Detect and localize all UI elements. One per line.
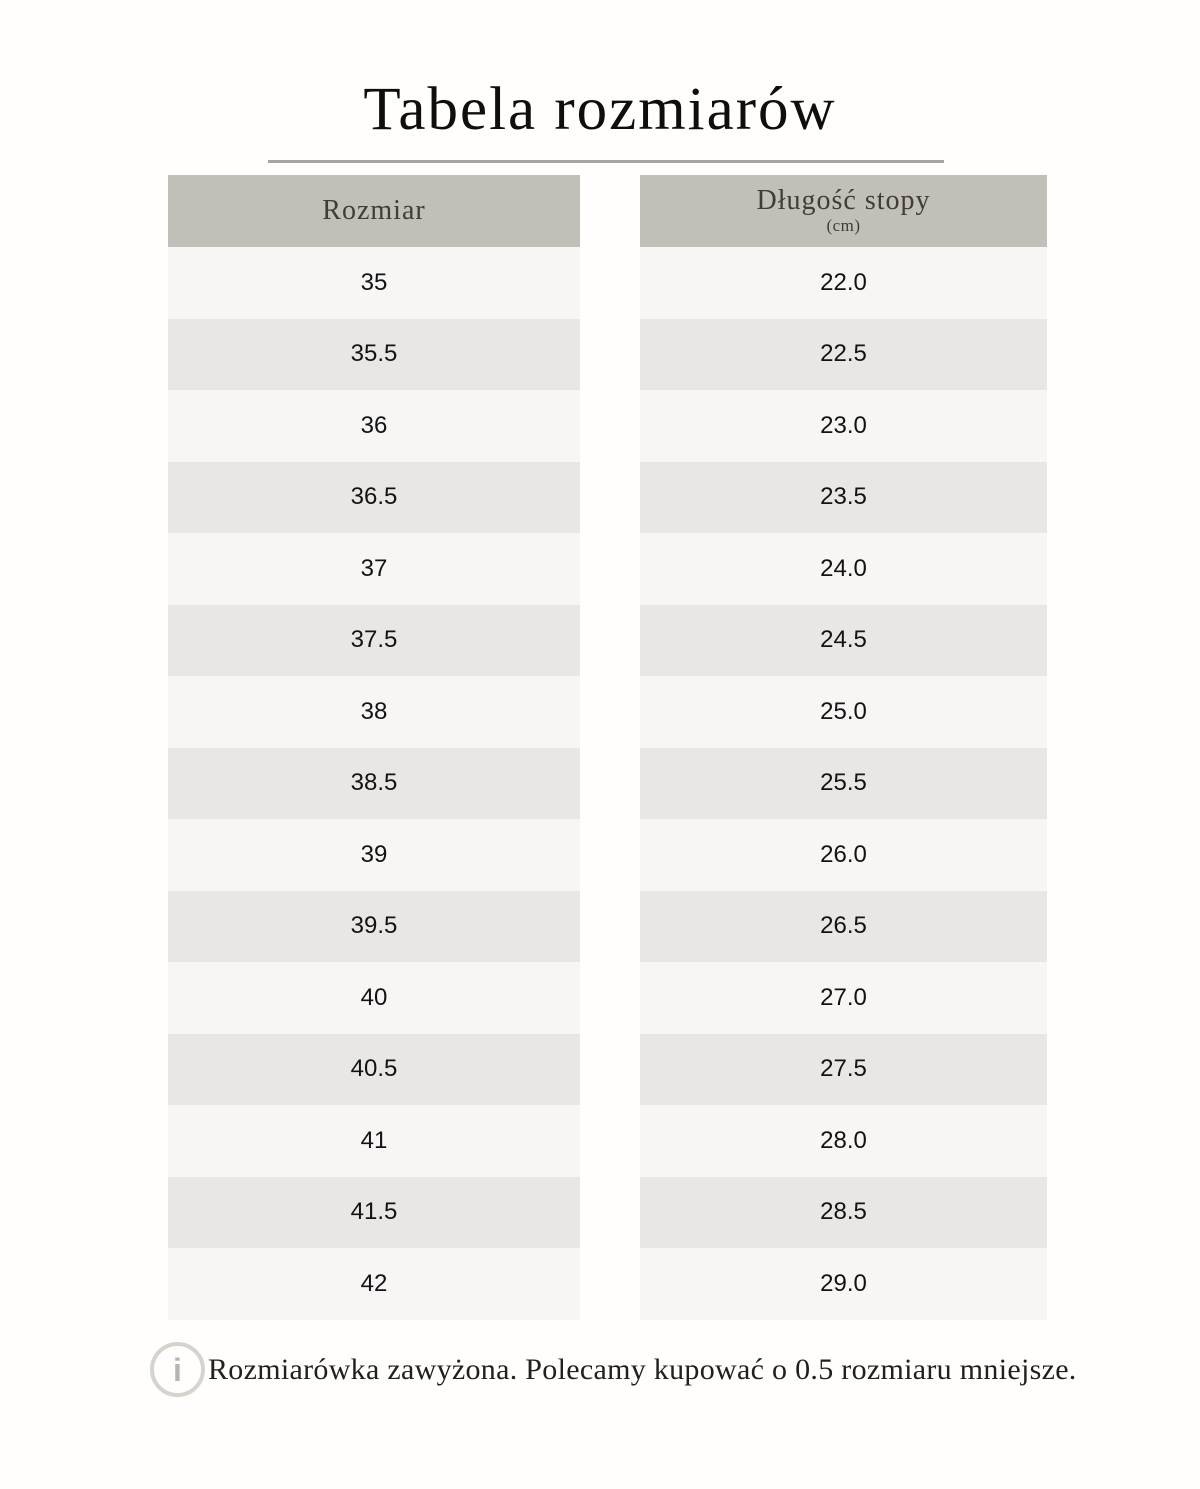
length-cell: 24.5 [640, 604, 1047, 676]
size-column-header: Rozmiar [168, 175, 580, 247]
title-underline [268, 160, 944, 163]
size-cell: 40.5 [168, 1033, 580, 1105]
size-cell: 41.5 [168, 1176, 580, 1248]
length-cell: 28.5 [640, 1176, 1047, 1248]
length-cell: 22.5 [640, 318, 1047, 390]
length-column: Długość stopy (cm) 22.0 22.5 23.0 23.5 24.0 2… [640, 175, 1047, 1320]
length-cell: 26.0 [640, 819, 1047, 891]
size-cell: 35 [168, 247, 580, 319]
length-cell: 28.0 [640, 1105, 1047, 1177]
sizing-note-text: Rozmiarówka zawyżona. Polecamy kupować o… [208, 1352, 1077, 1386]
length-cell: 27.5 [640, 1033, 1047, 1105]
size-cell: 39.5 [168, 890, 580, 962]
size-cell: 40 [168, 962, 580, 1034]
size-cell: 36.5 [168, 461, 580, 533]
length-column-header-unit: (cm) [826, 216, 861, 236]
size-cell: 38.5 [168, 747, 580, 819]
size-column: Rozmiar 35 35.5 36 36.5 37 37.5 38 38.5 39 39.5 40… [168, 175, 580, 1320]
size-column-rows: 35 35.5 36 36.5 37 37.5 38 38.5 39 39.5 40 40.5 41 41… [168, 247, 580, 1320]
size-column-header-label: Rozmiar [322, 194, 426, 226]
length-column-rows: 22.0 22.5 23.0 23.5 24.0 24.5 25.0 25.5 26.0 26.5… [640, 247, 1047, 1320]
length-cell: 27.0 [640, 962, 1047, 1034]
size-cell: 39 [168, 819, 580, 891]
size-cell: 38 [168, 676, 580, 748]
length-column-header: Długość stopy (cm) [640, 175, 1047, 247]
size-cell: 41 [168, 1105, 580, 1177]
length-cell: 22.0 [640, 247, 1047, 319]
length-cell: 26.5 [640, 890, 1047, 962]
size-cell: 37 [168, 533, 580, 605]
size-cell: 42 [168, 1248, 580, 1320]
length-cell: 25.0 [640, 676, 1047, 748]
length-cell: 24.0 [640, 533, 1047, 605]
length-cell: 23.5 [640, 461, 1047, 533]
length-cell: 23.0 [640, 390, 1047, 462]
sizing-note: i Rozmiarówka zawyżona. Polecamy kupować… [150, 1342, 1077, 1397]
size-cell: 37.5 [168, 604, 580, 676]
size-cell: 36 [168, 390, 580, 462]
page-title: Tabela rozmiarów [363, 76, 837, 143]
size-cell: 35.5 [168, 318, 580, 390]
info-icon: i [150, 1342, 205, 1397]
length-cell: 25.5 [640, 747, 1047, 819]
length-column-header-label: Długość stopy [756, 185, 931, 217]
length-cell: 29.0 [640, 1248, 1047, 1320]
